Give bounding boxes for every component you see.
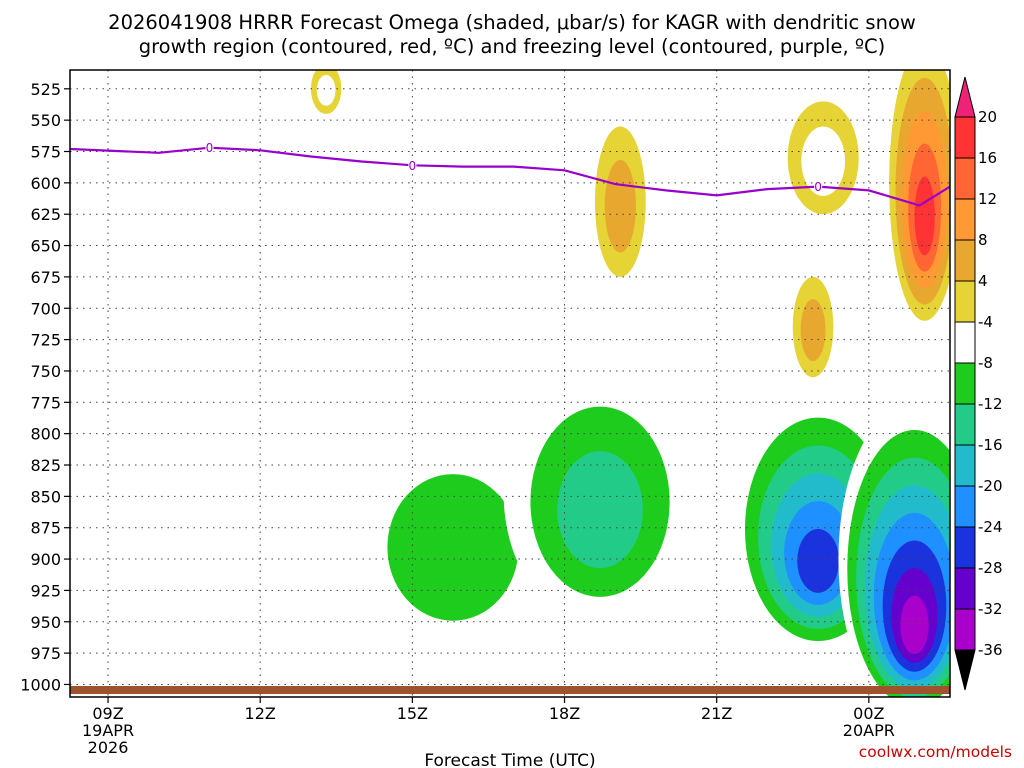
chart-gridlines [70, 70, 950, 697]
colorbar-label-10: -24 [978, 518, 1003, 536]
pressure-tick-label-775: 775 [30, 393, 61, 412]
colorbar-label-3: 8 [978, 231, 988, 249]
colorbar-label-13: -36 [978, 641, 1003, 659]
colorbar-band-10 [954, 526, 976, 569]
omega-region-3-band-7 [900, 595, 929, 655]
freezing-label-bg-0 [205, 141, 214, 154]
omega-region-7-band-1 [800, 299, 826, 361]
colorbar-label-8: -16 [978, 436, 1003, 454]
chart-title-line-2: growth region (contoured, red, ºC) and f… [139, 35, 886, 58]
pressure-tick-label-900: 900 [30, 550, 61, 569]
colorbar-label-12: -32 [978, 600, 1003, 618]
colorbar-label-5: -4 [978, 313, 993, 331]
x-axis-title: Forecast Time (UTC) [424, 751, 595, 768]
pressure-tick-label-550: 550 [30, 111, 61, 130]
colorbar-band-2 [954, 198, 976, 241]
time-tick-sublabel-00Z-0: 20APR [843, 721, 895, 740]
omega-colorbar: 20 16 12 8 4 -4 -8 -12 -16 -20 -24 -28 -32 -36 [954, 76, 1003, 691]
pressure-tick-label-950: 950 [30, 613, 61, 632]
pressure-tick-label-750: 750 [30, 362, 61, 381]
colorbar-band-1 [954, 157, 976, 200]
colorbar-band-9 [954, 485, 976, 528]
time-tick-label-15Z: 15Z [397, 704, 428, 723]
pressure-tick-label-1000: 1000 [20, 675, 61, 694]
pressure-tick-label-850: 850 [30, 487, 61, 506]
colorbar-label-6: -8 [978, 354, 993, 372]
omega-region-1-band-2 [557, 451, 643, 569]
colorbar-band-6 [954, 362, 976, 405]
chart-title-line-1: 2026041908 HRRR Forecast Omega (shaded, … [108, 11, 916, 34]
omega-region-4-band-1 [801, 126, 846, 196]
freezing-level-label-0: 0 [206, 141, 214, 155]
pressure-tick-label-625: 625 [30, 205, 61, 224]
freezing-label-bg-1 [408, 159, 417, 172]
colorbar-bottom-arrow [954, 649, 976, 691]
pressure-tick-label-600: 600 [30, 174, 61, 193]
freezing-label-bg-2 [814, 180, 823, 193]
freezing-level-line [70, 146, 950, 207]
pressure-tick-label-650: 650 [30, 237, 61, 256]
time-tick-label-12Z: 12Z [245, 704, 276, 723]
colorbar-band-5 [954, 321, 976, 364]
omega-region-5-band-1 [316, 74, 336, 106]
pressure-tick-label-825: 825 [30, 456, 61, 475]
time-tick-label-00Z: 00Z [853, 704, 884, 723]
omega-region-0-band-1 [387, 474, 519, 621]
colorbar-label-4: 4 [978, 272, 988, 290]
pressure-tick-label-800: 800 [30, 425, 61, 444]
colorbar-band-8 [954, 444, 976, 487]
colorbar-band-12 [954, 608, 976, 651]
credit-link[interactable]: coolwx.com/models [859, 743, 1012, 761]
colorbar-band-7 [954, 403, 976, 446]
colorbar-label-7: -12 [978, 395, 1003, 413]
pressure-tick-label-675: 675 [30, 268, 61, 287]
time-tick-label-18Z: 18Z [549, 704, 580, 723]
omega-region-6-band-1 [604, 159, 636, 253]
pressure-axis: 525 550 575 600 625 650 675 700 725 750 775 800 825 8… [20, 80, 70, 694]
colorbar-label-9: -20 [978, 477, 1003, 495]
time-tick-sublabel-09Z-1: 2026 [88, 738, 129, 757]
pressure-tick-label-875: 875 [30, 519, 61, 538]
omega-region-2-band-5 [797, 529, 840, 593]
pressure-tick-label-700: 700 [30, 299, 61, 318]
colorbar-label-2: 12 [978, 190, 997, 208]
plot-frame [69, 69, 951, 698]
ground-surface [70, 686, 950, 694]
pressure-tick-label-975: 975 [30, 644, 61, 663]
pressure-tick-label-575: 575 [30, 143, 61, 162]
freezing-level-contour: 0 0 0 [70, 141, 950, 207]
time-tick-label-21Z: 21Z [701, 704, 732, 723]
colorbar-band-3 [954, 239, 976, 282]
colorbar-label-0: 20 [978, 108, 997, 126]
colorbar-band-4 [954, 280, 976, 323]
time-tick-label-09Z: 09Z [92, 704, 123, 723]
freezing-level-label-1: 0 [409, 159, 417, 173]
omega-region-8-band-4 [914, 176, 935, 256]
colorbar-band-11 [954, 567, 976, 610]
freezing-level-label-2: 0 [814, 180, 822, 194]
time-tick-sublabel-09Z-0: 19APR [82, 721, 134, 740]
pressure-tick-label-725: 725 [30, 331, 61, 350]
omega-shading [310, 70, 950, 697]
colorbar-band-0 [954, 116, 976, 159]
pressure-tick-label-525: 525 [30, 80, 61, 99]
colorbar-label-1: 16 [978, 149, 997, 167]
colorbar-label-11: -28 [978, 559, 1003, 577]
pressure-tick-label-925: 925 [30, 581, 61, 600]
